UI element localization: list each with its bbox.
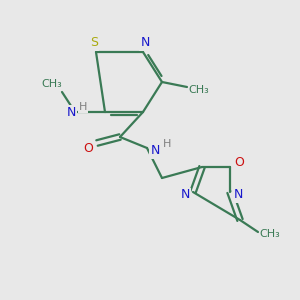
Text: H: H: [163, 139, 171, 149]
Text: CH₃: CH₃: [189, 85, 209, 95]
Text: N: N: [233, 188, 243, 202]
Text: N: N: [180, 188, 190, 202]
Text: CH₃: CH₃: [260, 229, 280, 239]
Text: O: O: [234, 157, 244, 169]
Text: N: N: [66, 106, 76, 118]
Text: CH₃: CH₃: [42, 79, 62, 89]
Text: H: H: [79, 102, 87, 112]
Text: N: N: [140, 37, 150, 50]
Text: N: N: [150, 145, 160, 158]
Text: O: O: [83, 142, 93, 154]
Text: S: S: [90, 37, 98, 50]
